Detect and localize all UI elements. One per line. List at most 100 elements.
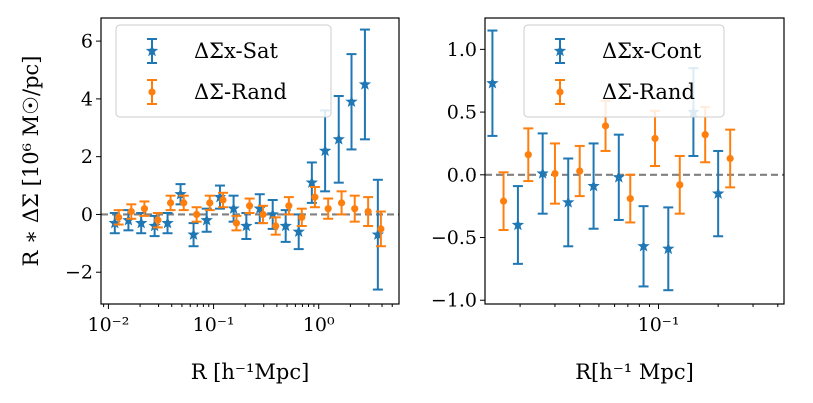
data-point-star xyxy=(332,132,345,145)
legend-label: ΔΣ-Rand xyxy=(602,80,695,104)
right-legend: ΔΣx-Cont ΔΣ-Rand xyxy=(523,24,725,118)
data-point-star xyxy=(174,187,187,200)
left-legend: ΔΣx-Sat ΔΣ-Rand xyxy=(115,24,332,118)
data-point-star xyxy=(562,195,575,208)
y-tick-label: 2 xyxy=(81,146,93,168)
data-point-circle xyxy=(127,207,135,216)
data-point-star xyxy=(587,179,600,192)
data-point-star xyxy=(253,202,266,214)
data-point-circle xyxy=(626,195,634,203)
data-point-star xyxy=(358,77,372,90)
legend-box xyxy=(523,24,725,118)
y-tick-label: 1.0 xyxy=(447,39,477,61)
data-point-circle xyxy=(337,199,346,207)
data-point-star xyxy=(637,239,650,252)
data-point-star xyxy=(187,228,200,240)
x-tick-label: 10⁻¹ xyxy=(193,314,235,336)
y-tick-label: 6 xyxy=(81,31,93,53)
data-point-circle xyxy=(524,151,532,159)
left-y-ticks: −2 0 2 4 6 xyxy=(65,31,101,284)
y-tick-label: −1.0 xyxy=(431,290,477,312)
right-series-layer xyxy=(486,29,736,292)
left-x-ticks: 10⁻² 10⁻¹ 10⁰ xyxy=(88,304,393,336)
data-point-circle xyxy=(726,154,734,163)
legend-box xyxy=(115,24,332,118)
data-point-star xyxy=(135,216,148,229)
data-point-star xyxy=(200,213,213,226)
right-panel: 10⁻¹ −1.0 −0.5 0.0 0.5 1.0 R[h⁻¹ Mpc] ΔΣx-Co… xyxy=(431,17,785,384)
data-point-star xyxy=(279,219,292,232)
data-point-circle xyxy=(259,210,267,219)
right-x-ticks: 10⁻¹ xyxy=(519,304,779,336)
data-point-circle xyxy=(166,199,175,207)
right-y-ticks: −1.0 −0.5 0.0 0.5 1.0 xyxy=(431,39,485,312)
data-point-star xyxy=(711,187,725,199)
data-point-star xyxy=(486,76,499,89)
data-point-circle xyxy=(115,213,123,221)
data-point-circle xyxy=(576,167,584,175)
data-point-circle xyxy=(285,202,293,210)
data-point-circle xyxy=(351,205,359,213)
y-tick-label: 0.5 xyxy=(447,102,477,124)
data-point-circle xyxy=(676,181,684,189)
data-point-star xyxy=(108,216,121,229)
data-point-star xyxy=(612,170,625,183)
left-panel: 10⁻² 10⁻¹ 10⁰ −2 0 2 4 6 R [h⁻¹Mpc] R ∗ ΔΣ [10… xyxy=(19,17,400,384)
y-tick-label: −0.5 xyxy=(431,227,477,249)
left-y-axis-label: R ∗ ΔΣ [10⁶ M☉/pc] xyxy=(19,56,43,267)
x-tick-label: 10⁰ xyxy=(303,314,335,336)
data-point-circle xyxy=(324,205,332,213)
legend-circle-icon xyxy=(556,88,564,96)
legend-star-icon xyxy=(145,44,159,57)
series-primary xyxy=(486,29,725,292)
data-point-star xyxy=(148,219,161,232)
data-point-circle xyxy=(499,197,508,205)
data-point-star xyxy=(266,207,279,220)
data-point-circle xyxy=(154,216,162,224)
data-point-circle xyxy=(140,205,149,213)
x-tick-label: 10⁻² xyxy=(88,314,130,336)
data-point-circle xyxy=(551,169,559,178)
legend-circle-icon xyxy=(148,88,156,96)
y-tick-label: 0.0 xyxy=(447,164,477,186)
left-series-layer xyxy=(108,28,386,291)
series-rand xyxy=(498,99,736,231)
left-axes-frame xyxy=(100,17,400,305)
data-point-star xyxy=(292,225,305,238)
data-point-star xyxy=(662,242,675,255)
data-point-star xyxy=(371,228,385,240)
right-x-axis-label: R[h⁻¹ Mpc] xyxy=(575,360,694,384)
data-point-star xyxy=(536,167,549,179)
y-tick-label: −2 xyxy=(65,262,93,284)
data-point-star xyxy=(305,176,319,188)
data-point-star xyxy=(345,95,358,108)
legend-label: ΔΣx-Cont xyxy=(602,39,702,63)
x-tick-label: 10⁻¹ xyxy=(638,314,680,336)
data-point-circle xyxy=(180,199,188,207)
y-tick-label: 0 xyxy=(81,204,93,226)
data-point-star xyxy=(318,144,332,157)
data-point-star xyxy=(511,218,525,231)
left-x-axis-label: R [h⁻¹Mpc] xyxy=(191,360,310,384)
data-point-circle xyxy=(377,225,385,233)
data-point-star xyxy=(227,202,240,214)
series-rand xyxy=(113,186,386,248)
legend-label: ΔΣ-Rand xyxy=(194,80,287,104)
data-point-circle xyxy=(701,131,709,139)
data-point-circle xyxy=(298,213,306,221)
legend-label: ΔΣx-Sat xyxy=(194,39,278,63)
data-point-circle xyxy=(601,122,610,130)
data-point-star xyxy=(161,216,174,229)
data-point-circle xyxy=(311,193,319,201)
right-axes-frame xyxy=(484,17,785,305)
data-point-circle xyxy=(232,219,241,227)
data-point-circle xyxy=(651,134,659,143)
data-point-circle xyxy=(364,207,372,216)
legend-star-icon xyxy=(553,44,567,57)
data-point-circle xyxy=(272,222,280,230)
data-point-circle xyxy=(219,196,227,204)
data-point-star xyxy=(240,219,253,232)
y-tick-label: 4 xyxy=(81,88,93,110)
data-point-circle xyxy=(206,199,214,207)
